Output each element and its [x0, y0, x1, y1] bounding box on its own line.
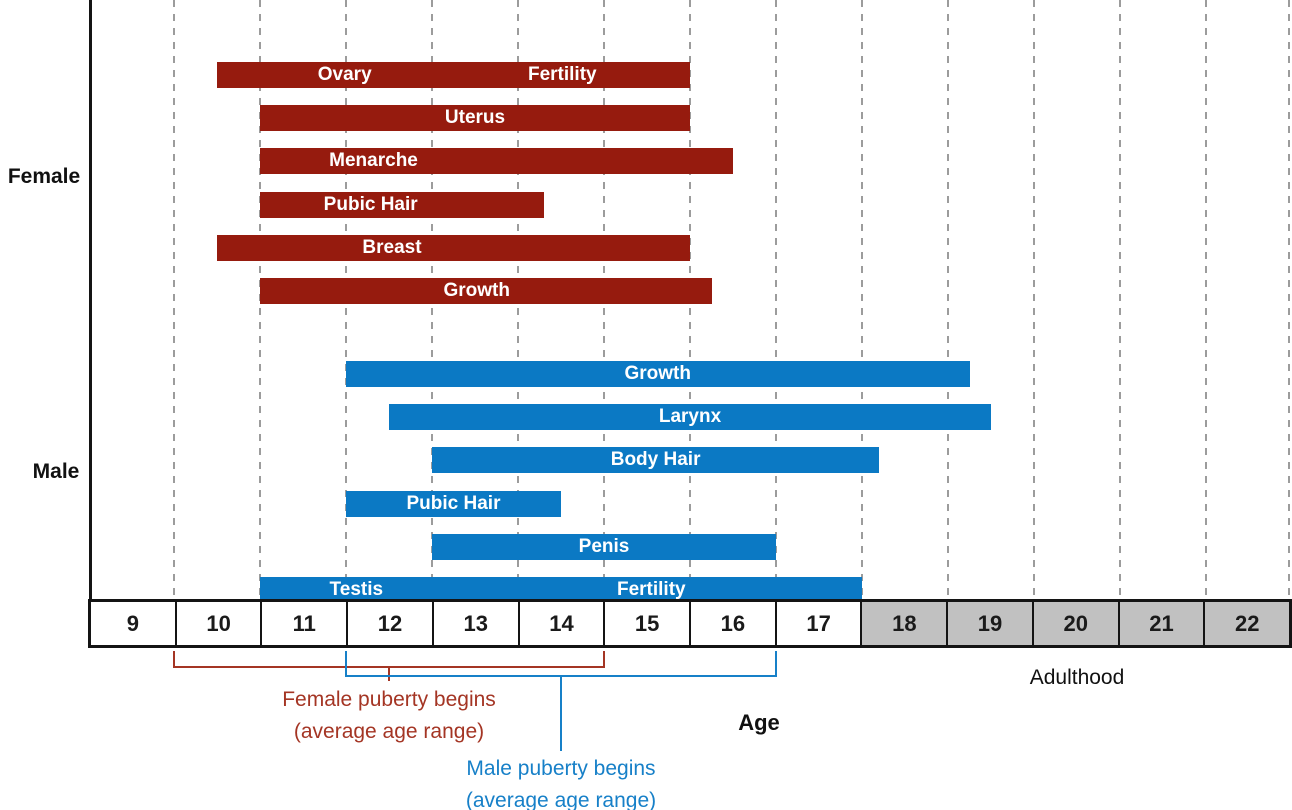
bar-label-breast: Breast — [362, 237, 422, 258]
age-cell-18: 18 — [860, 602, 947, 645]
age-cell-21: 21 — [1117, 602, 1204, 645]
bar-female-pubic-hair: Pubic Hair — [260, 192, 544, 218]
bar-label-body-hair: Body Hair — [610, 449, 701, 470]
bar-label-fertility: Fertility — [527, 64, 597, 85]
bar-female-ovary-fertility: Ovary Fertility — [217, 62, 690, 88]
female-bracket-left-tick — [173, 651, 175, 668]
bar-male-larynx: Larynx — [389, 404, 991, 430]
age-axis-title: Age — [738, 710, 780, 735]
male-puberty-annotation-line: (average age range) — [465, 789, 657, 810]
y-axis-line — [89, 0, 92, 601]
gridline-age-19 — [947, 0, 949, 599]
gridline-age-20 — [1033, 0, 1035, 599]
bar-label-penis: Penis — [578, 536, 630, 557]
bar-female-breast: Breast — [217, 235, 690, 261]
bar-label-ovary: Ovary — [317, 64, 372, 85]
gridline-age-10 — [173, 0, 175, 599]
bar-male-testis-fertility: Testis Fertility — [260, 577, 862, 603]
age-cell-12: 12 — [346, 602, 432, 645]
age-cell-16: 16 — [689, 602, 775, 645]
bar-label-growth: Growth — [624, 363, 692, 384]
gridline-age-22 — [1205, 0, 1207, 599]
age-cell-11: 11 — [260, 602, 347, 645]
bar-label-testis: Testis — [329, 579, 384, 600]
group-label-male: Male — [32, 460, 80, 483]
gridline-age-17 — [775, 0, 777, 599]
bar-label-larynx: Larynx — [658, 406, 722, 427]
bar-label-fertility: Fertility — [616, 579, 686, 600]
age-cell-17: 17 — [774, 602, 861, 645]
gridline-age-21 — [1119, 0, 1121, 599]
group-label-female: Female — [7, 165, 81, 188]
bar-female-uterus: Uterus — [260, 105, 690, 131]
gridline-age-23 — [1288, 0, 1290, 599]
age-cell-19: 19 — [946, 602, 1032, 645]
age-cell-14: 14 — [517, 602, 604, 645]
age-cell-13: 13 — [431, 602, 518, 645]
age-cell-15: 15 — [603, 602, 690, 645]
bar-label-pubic-hair: Pubic Hair — [323, 194, 418, 215]
adulthood-label: Adulthood — [1029, 666, 1125, 689]
age-cell-20: 20 — [1031, 602, 1118, 645]
bar-female-growth: Growth — [260, 278, 712, 304]
bar-male-pubic-hair: Pubic Hair — [346, 491, 561, 517]
age-axis-table: 9 10 11 12 13 14 15 16 17 18 19 20 21 22 — [88, 599, 1292, 648]
bar-label-pubic-hair: Pubic Hair — [406, 493, 501, 514]
bar-label-menarche: Menarche — [329, 150, 418, 171]
male-bracket-right-tick — [775, 651, 777, 677]
bar-label-growth: Growth — [443, 280, 510, 301]
age-cell-22: 22 — [1203, 602, 1290, 645]
bar-female-menarche: Menarche — [260, 148, 733, 174]
bar-male-growth: Growth — [346, 361, 970, 387]
age-cell-9: 9 — [91, 602, 175, 645]
male-bracket-left-tick — [345, 651, 347, 677]
male-bracket-drop — [560, 675, 562, 751]
age-cell-10: 10 — [174, 602, 261, 645]
bar-label-uterus: Uterus — [444, 107, 506, 128]
female-puberty-annotation-line: Female puberty begins — [282, 688, 496, 711]
female-bracket-right-tick — [603, 651, 605, 668]
female-puberty-annotation-line: (average age range) — [293, 720, 485, 743]
female-puberty-annotation: Female puberty begins (average age range) — [282, 684, 496, 748]
male-puberty-annotation-line: Male puberty begins — [466, 757, 656, 780]
female-bracket-drop — [388, 666, 390, 681]
gridline-age-18 — [861, 0, 863, 599]
bar-male-body-hair: Body Hair — [432, 447, 880, 473]
bar-male-penis: Penis — [432, 534, 776, 560]
male-puberty-annotation: Male puberty begins (average age range) — [466, 753, 656, 810]
